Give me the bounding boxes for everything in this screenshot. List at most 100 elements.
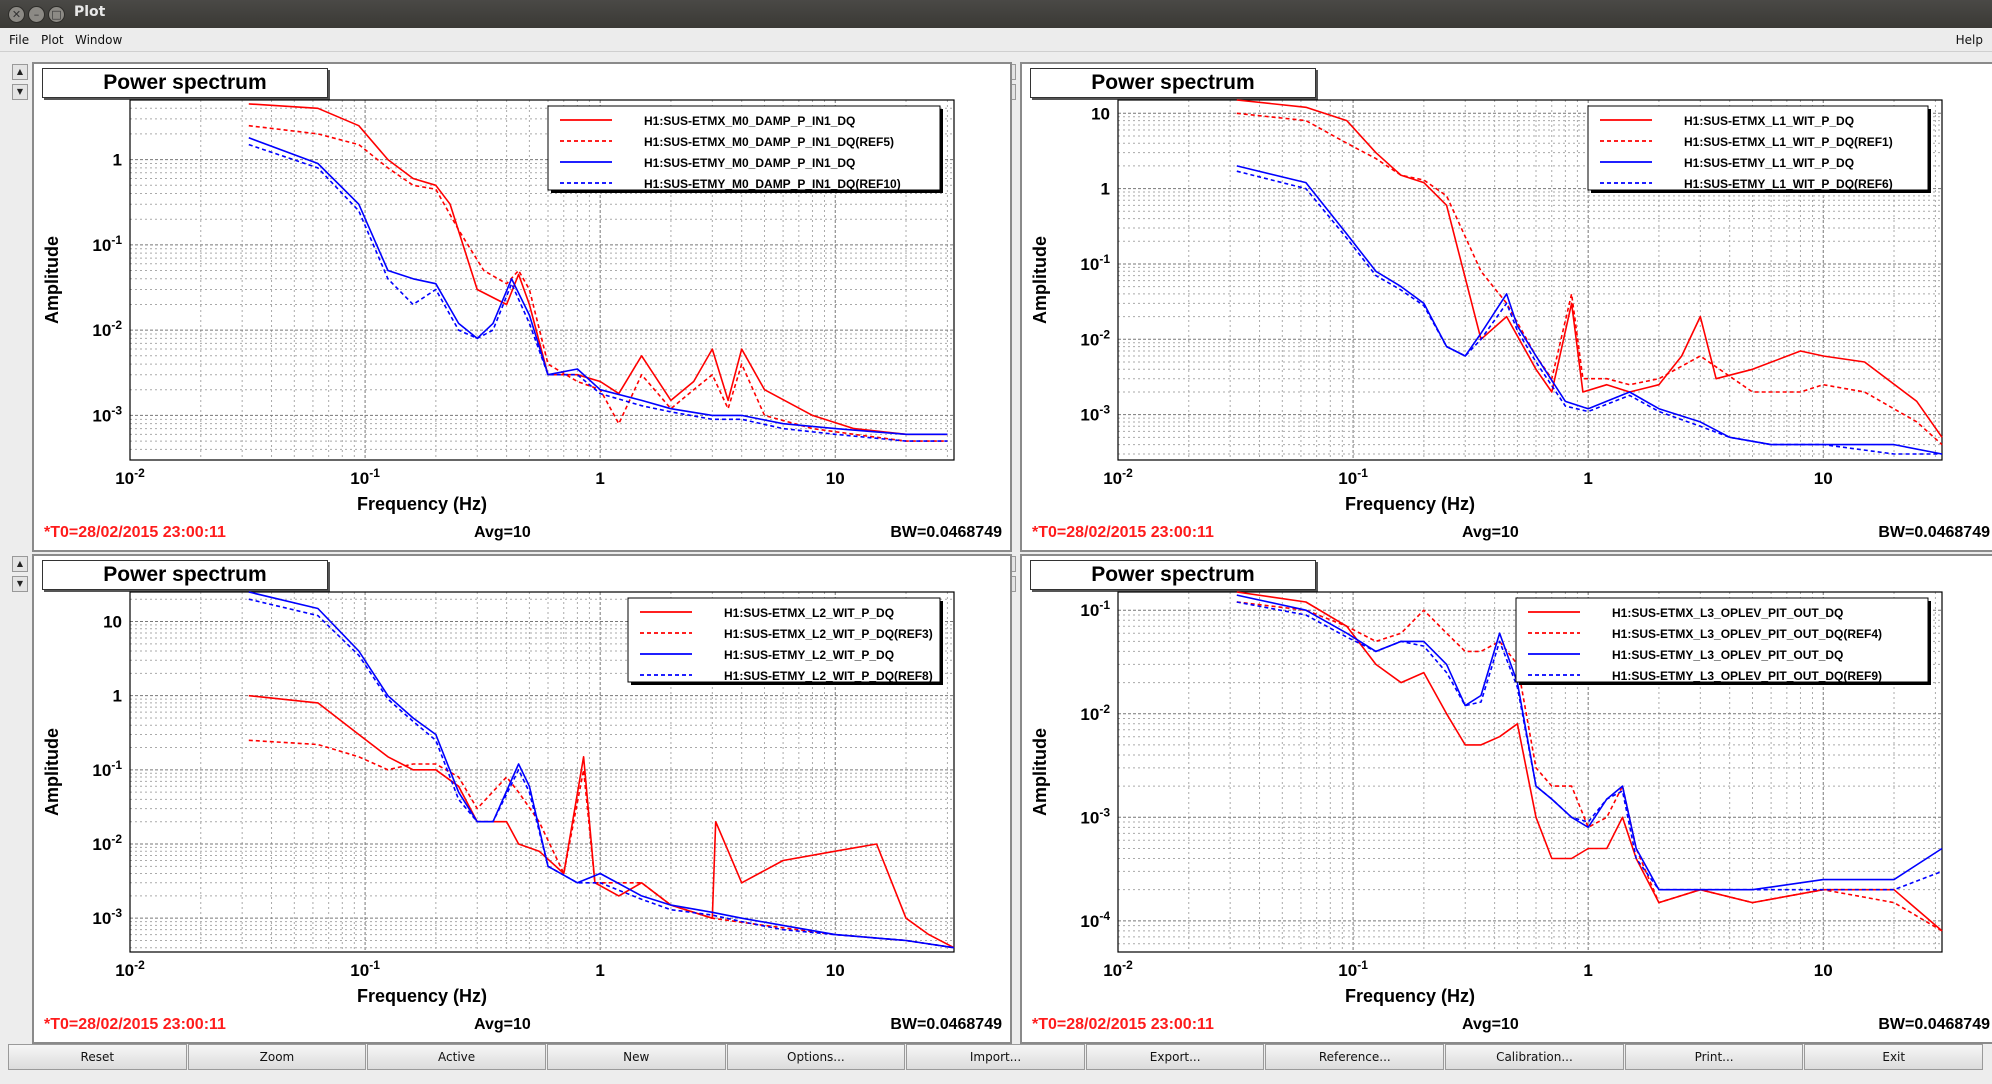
x-tick-label: 10 — [1814, 469, 1833, 488]
legend-entry-2: H1:SUS-ETMY_M0_DAMP_P_IN1_DQ — [644, 156, 855, 170]
y-tick-label: 1 — [113, 151, 122, 170]
legend-entry-3: H1:SUS-ETMY_L1_WIT_P_DQ(REF6) — [1684, 177, 1893, 191]
legend-box — [547, 105, 941, 191]
bw-label: BW=0.0468749 — [1878, 1016, 1990, 1033]
export-button[interactable]: Export... — [1085, 1044, 1265, 1070]
legend-entry-1: H1:SUS-ETMX_M0_DAMP_P_IN1_DQ(REF5) — [644, 135, 894, 149]
bw-label: BW=0.0468749 — [890, 524, 1002, 541]
series-line-1 — [1236, 112, 1943, 446]
series-line-1 — [248, 124, 948, 442]
reset-button[interactable]: Reset — [8, 1044, 187, 1070]
calibration-button[interactable]: Calibration... — [1445, 1044, 1624, 1070]
x-axis-title: Frequency (Hz) — [357, 986, 487, 1006]
series-line-2 — [1236, 165, 1943, 455]
legend: H1:SUS-ETMX_L1_WIT_P_DQ H1:SUS-ETMX_L1_WI… — [1587, 105, 1931, 193]
power-spectrum-chart[interactable]: 10-2 10-1 1 10 1 10-1 10-2 10-3 Frequency (Hz) Am… — [34, 64, 1010, 550]
power-spectrum-chart[interactable]: 10-2 10-1 1 10 10 1 10-1 10-2 10-3 Frequency (Hz)… — [34, 556, 1010, 1042]
panel-title: Power spectrum — [42, 560, 328, 590]
panel-footer: *T0=28/02/2015 23:00:11 Avg=10 BW=0.0468… — [1022, 1016, 1992, 1034]
x-tick-label: 10-1 — [1338, 958, 1368, 980]
arrow-down-icon[interactable]: ▼ — [12, 576, 28, 592]
close-icon[interactable]: ✕ — [8, 6, 25, 23]
series-line-0 — [1236, 99, 1943, 438]
x-tick-label: 1 — [1583, 961, 1592, 980]
maximize-icon[interactable]: □ — [48, 6, 65, 23]
x-tick-label: 10-2 — [1103, 466, 1133, 488]
options-button[interactable]: Options... — [726, 1044, 906, 1070]
x-axis-title: Frequency (Hz) — [1345, 986, 1475, 1006]
panel-footer: *T0=28/02/2015 23:00:11 Avg=10 BW=0.0468… — [34, 1016, 1010, 1034]
legend-entry-0: H1:SUS-ETMX_L1_WIT_P_DQ — [1684, 114, 1854, 128]
t0-label: *T0=28/02/2015 23:00:11 — [44, 524, 226, 541]
print-button[interactable]: Print... — [1624, 1044, 1804, 1070]
y-tick-label: 10-1 — [1080, 252, 1110, 274]
series-line-3 — [1236, 601, 1943, 891]
legend-entry-1: H1:SUS-ETMX_L3_OPLEV_PIT_OUT_DQ(REF4) — [1612, 627, 1882, 641]
legend-entry-1: H1:SUS-ETMX_L1_WIT_P_DQ(REF1) — [1684, 135, 1893, 149]
avg-label: Avg=10 — [474, 1016, 531, 1033]
x-tick-label: 10-1 — [350, 958, 380, 980]
menu-file[interactable]: File — [9, 33, 30, 47]
power-spectrum-chart[interactable]: 10-2 10-1 1 10 10 1 10-1 10-2 10-3 Frequency (Hz)… — [1022, 64, 1992, 550]
x-axis-title: Frequency (Hz) — [357, 494, 487, 514]
avg-label: Avg=10 — [1462, 524, 1519, 541]
legend-entry-2: H1:SUS-ETMY_L2_WIT_P_DQ — [724, 648, 894, 662]
legend: H1:SUS-ETMX_L3_OPLEV_PIT_OUT_DQ H1:SUS-ET… — [1515, 597, 1931, 685]
reference-button[interactable]: Reference... — [1265, 1044, 1445, 1070]
series-line-1 — [248, 739, 955, 949]
series-line-1 — [1236, 601, 1943, 932]
y-tick-label: 10-1 — [1080, 598, 1110, 620]
y-tick-label: 10-2 — [1080, 327, 1110, 349]
y-axis-title: Amplitude — [1030, 728, 1050, 816]
series-line-3 — [248, 598, 955, 949]
arrow-up-icon[interactable]: ▲ — [12, 64, 28, 80]
zoom-button[interactable]: Zoom — [187, 1044, 367, 1070]
y-tick-label: 10-1 — [92, 233, 122, 255]
y-tick-label: 10-2 — [92, 318, 122, 340]
t0-label: *T0=28/02/2015 23:00:11 — [1032, 524, 1214, 541]
legend-box — [1515, 597, 1929, 683]
plot-panel-top-right[interactable]: Power spectrum 10-2 10-1 1 10 10 1 10-1 10-2 10-… — [1020, 62, 1992, 552]
plot-panel-bottom-left[interactable]: Power spectrum 10-2 10-1 1 10 10 1 10-1 10-2 10-… — [32, 554, 1012, 1044]
legend-entry-0: H1:SUS-ETMX_M0_DAMP_P_IN1_DQ — [644, 114, 855, 128]
power-spectrum-chart[interactable]: 10-2 10-1 1 10 10-1 10-2 10-3 10-4 Frequency (Hz… — [1022, 556, 1992, 1042]
y-tick-label: 10 — [1091, 104, 1110, 123]
x-tick-label: 10-2 — [1103, 958, 1133, 980]
x-tick-label: 10 — [1814, 961, 1833, 980]
x-axis-title: Frequency (Hz) — [1345, 494, 1475, 514]
series-line-3 — [248, 143, 948, 442]
y-tick-label: 10-3 — [92, 906, 122, 928]
minimize-icon[interactable]: – — [28, 6, 45, 23]
legend: H1:SUS-ETMX_M0_DAMP_P_IN1_DQ H1:SUS-ETMX_… — [547, 105, 943, 193]
arrow-up-icon[interactable]: ▲ — [12, 556, 28, 572]
plot-frame — [129, 591, 955, 953]
panel-title: Power spectrum — [42, 68, 328, 98]
y-axis-title: Amplitude — [42, 728, 62, 816]
pad-arrows-top-left: ▲ ▼ — [12, 64, 28, 104]
series-line-0 — [1236, 591, 1943, 932]
y-tick-label: 10-2 — [92, 832, 122, 854]
arrow-down-icon[interactable]: ▼ — [12, 84, 28, 100]
panel-footer: *T0=28/02/2015 23:00:11 Avg=10 BW=0.0468… — [1022, 524, 1992, 542]
y-axis-title: Amplitude — [42, 236, 62, 324]
x-tick-label: 1 — [595, 961, 604, 980]
plot-panel-top-left[interactable]: Power spectrum 10-2 10-1 1 10 1 10-1 10-2 10-3 F… — [32, 62, 1012, 552]
window-titlebar: ✕ – □ Plot — [0, 0, 1992, 28]
new-button[interactable]: New — [546, 1044, 726, 1070]
menu-plot[interactable]: Plot — [41, 33, 64, 47]
pad-arrows-bottom-left: ▲ ▼ — [12, 556, 28, 596]
plot-frame — [1117, 591, 1943, 953]
import-button[interactable]: Import... — [906, 1044, 1085, 1070]
legend: H1:SUS-ETMX_L2_WIT_P_DQ H1:SUS-ETMX_L2_WI… — [627, 597, 943, 685]
panel-title: Power spectrum — [1030, 68, 1316, 98]
exit-button[interactable]: Exit — [1804, 1044, 1984, 1070]
plot-frame — [1117, 99, 1943, 461]
x-tick-label: 10-1 — [350, 466, 380, 488]
y-tick-label: 1 — [1101, 180, 1110, 199]
y-tick-label: 1 — [113, 687, 122, 706]
menu-window[interactable]: Window — [75, 33, 123, 47]
plot-panel-bottom-right[interactable]: Power spectrum 10-2 10-1 1 10 10-1 10-2 10-3 10… — [1020, 554, 1992, 1044]
active-button[interactable]: Active — [367, 1044, 546, 1070]
avg-label: Avg=10 — [1462, 1016, 1519, 1033]
menu-help[interactable]: Help — [1955, 33, 1983, 47]
